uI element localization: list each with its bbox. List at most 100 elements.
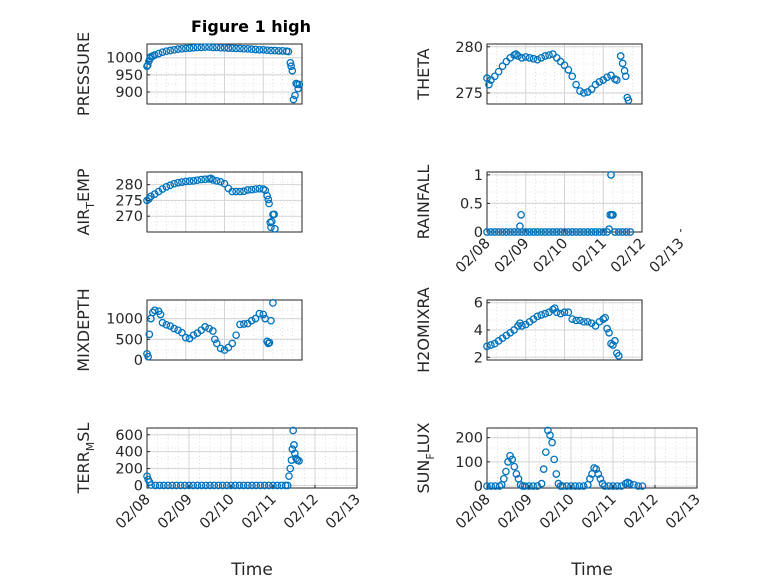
data-point	[564, 228, 573, 236]
x-tick-label: 02/12	[281, 492, 322, 533]
data-point	[170, 45, 178, 54]
data-point	[181, 333, 190, 342]
y-axis-label-main: H2OMIXRA	[414, 287, 433, 373]
y-tick-label: 0	[474, 225, 483, 241]
data-point	[228, 44, 237, 52]
data-point	[269, 481, 277, 490]
data-point	[197, 43, 206, 52]
data-point	[583, 228, 592, 236]
data-point	[576, 228, 584, 236]
y-axis-label-tail: LUX	[414, 422, 433, 453]
data-point	[147, 192, 155, 201]
y-axis-label-subscript: T	[84, 202, 97, 210]
data-point	[212, 43, 221, 52]
data-point	[558, 482, 567, 490]
data-point	[613, 482, 622, 490]
data-point	[155, 481, 164, 490]
y-axis-label-tail: SL	[74, 423, 93, 442]
data-point	[618, 228, 627, 236]
data-point	[251, 314, 260, 323]
data-point	[490, 228, 499, 236]
data-point	[185, 177, 194, 186]
data-point	[216, 344, 225, 353]
x-tick-label: 02/08	[453, 236, 494, 277]
data-point	[560, 61, 569, 70]
data-point	[285, 472, 293, 481]
data-point	[206, 481, 214, 490]
y-tick-label: 280	[115, 178, 143, 194]
data-point	[197, 175, 206, 184]
data-point	[224, 44, 233, 52]
data-point	[510, 228, 518, 236]
data-point	[189, 43, 198, 52]
data-point	[240, 44, 248, 53]
data-point	[537, 228, 546, 236]
y-tick-label: 500	[115, 332, 143, 348]
data-point	[228, 339, 237, 348]
data-point	[235, 481, 244, 490]
data-point	[562, 482, 571, 490]
data-point	[166, 46, 175, 55]
y-tick-label: 600	[115, 428, 143, 444]
data-point	[287, 62, 295, 71]
data-point	[232, 44, 240, 53]
data-point	[614, 228, 623, 236]
y-axis-label-main: MIXDEPTH	[74, 288, 93, 371]
data-point	[483, 482, 491, 490]
data-point	[181, 177, 190, 186]
y-tick-label: 280	[455, 40, 483, 56]
axes-box	[486, 299, 643, 361]
data-point	[174, 178, 182, 187]
data-point	[178, 328, 186, 337]
data-point	[596, 474, 605, 483]
data-point	[483, 228, 491, 236]
data-point	[525, 228, 534, 236]
data-point	[611, 337, 619, 345]
data-point	[286, 464, 295, 473]
data-point	[273, 481, 282, 490]
data-point	[529, 54, 538, 63]
data-point	[144, 352, 153, 361]
figure-title: Figure 1 high	[191, 17, 311, 36]
data-point	[612, 76, 621, 84]
data-point	[243, 44, 252, 53]
y-tick-label: 0	[134, 478, 143, 494]
data-point	[621, 72, 630, 81]
data-point	[166, 322, 175, 330]
data-point	[498, 228, 507, 236]
data-point	[625, 479, 634, 488]
x-tick-label: 02/10	[197, 492, 238, 533]
data-point	[580, 317, 588, 326]
data-point	[533, 55, 542, 64]
data-point	[600, 482, 609, 490]
data-point	[539, 465, 548, 473]
data-point	[247, 185, 256, 194]
data-point	[512, 470, 521, 478]
data-point	[594, 470, 603, 478]
data-point	[626, 228, 635, 236]
data-point	[560, 308, 569, 317]
data-point	[579, 482, 588, 490]
y-tick-label: 2	[474, 350, 483, 366]
y-axis-label-main: PRESSURE	[74, 32, 93, 116]
x-tick-label: 02/08	[453, 492, 494, 533]
data-point	[216, 177, 225, 186]
data-point	[289, 426, 298, 435]
data-point	[541, 228, 549, 236]
data-point	[617, 482, 626, 490]
y-axis-label: MIXDEPTH	[74, 288, 93, 371]
data-point	[236, 187, 244, 196]
data-point	[255, 45, 264, 54]
data-point	[224, 343, 233, 352]
data-point	[518, 53, 526, 62]
data-point	[158, 185, 167, 193]
data-point	[170, 179, 178, 188]
data-point	[189, 331, 198, 340]
y-tick-label: 270	[115, 209, 143, 225]
data-point	[607, 171, 615, 179]
data-point	[510, 462, 519, 471]
data-point	[546, 431, 554, 440]
data-point	[634, 482, 643, 490]
